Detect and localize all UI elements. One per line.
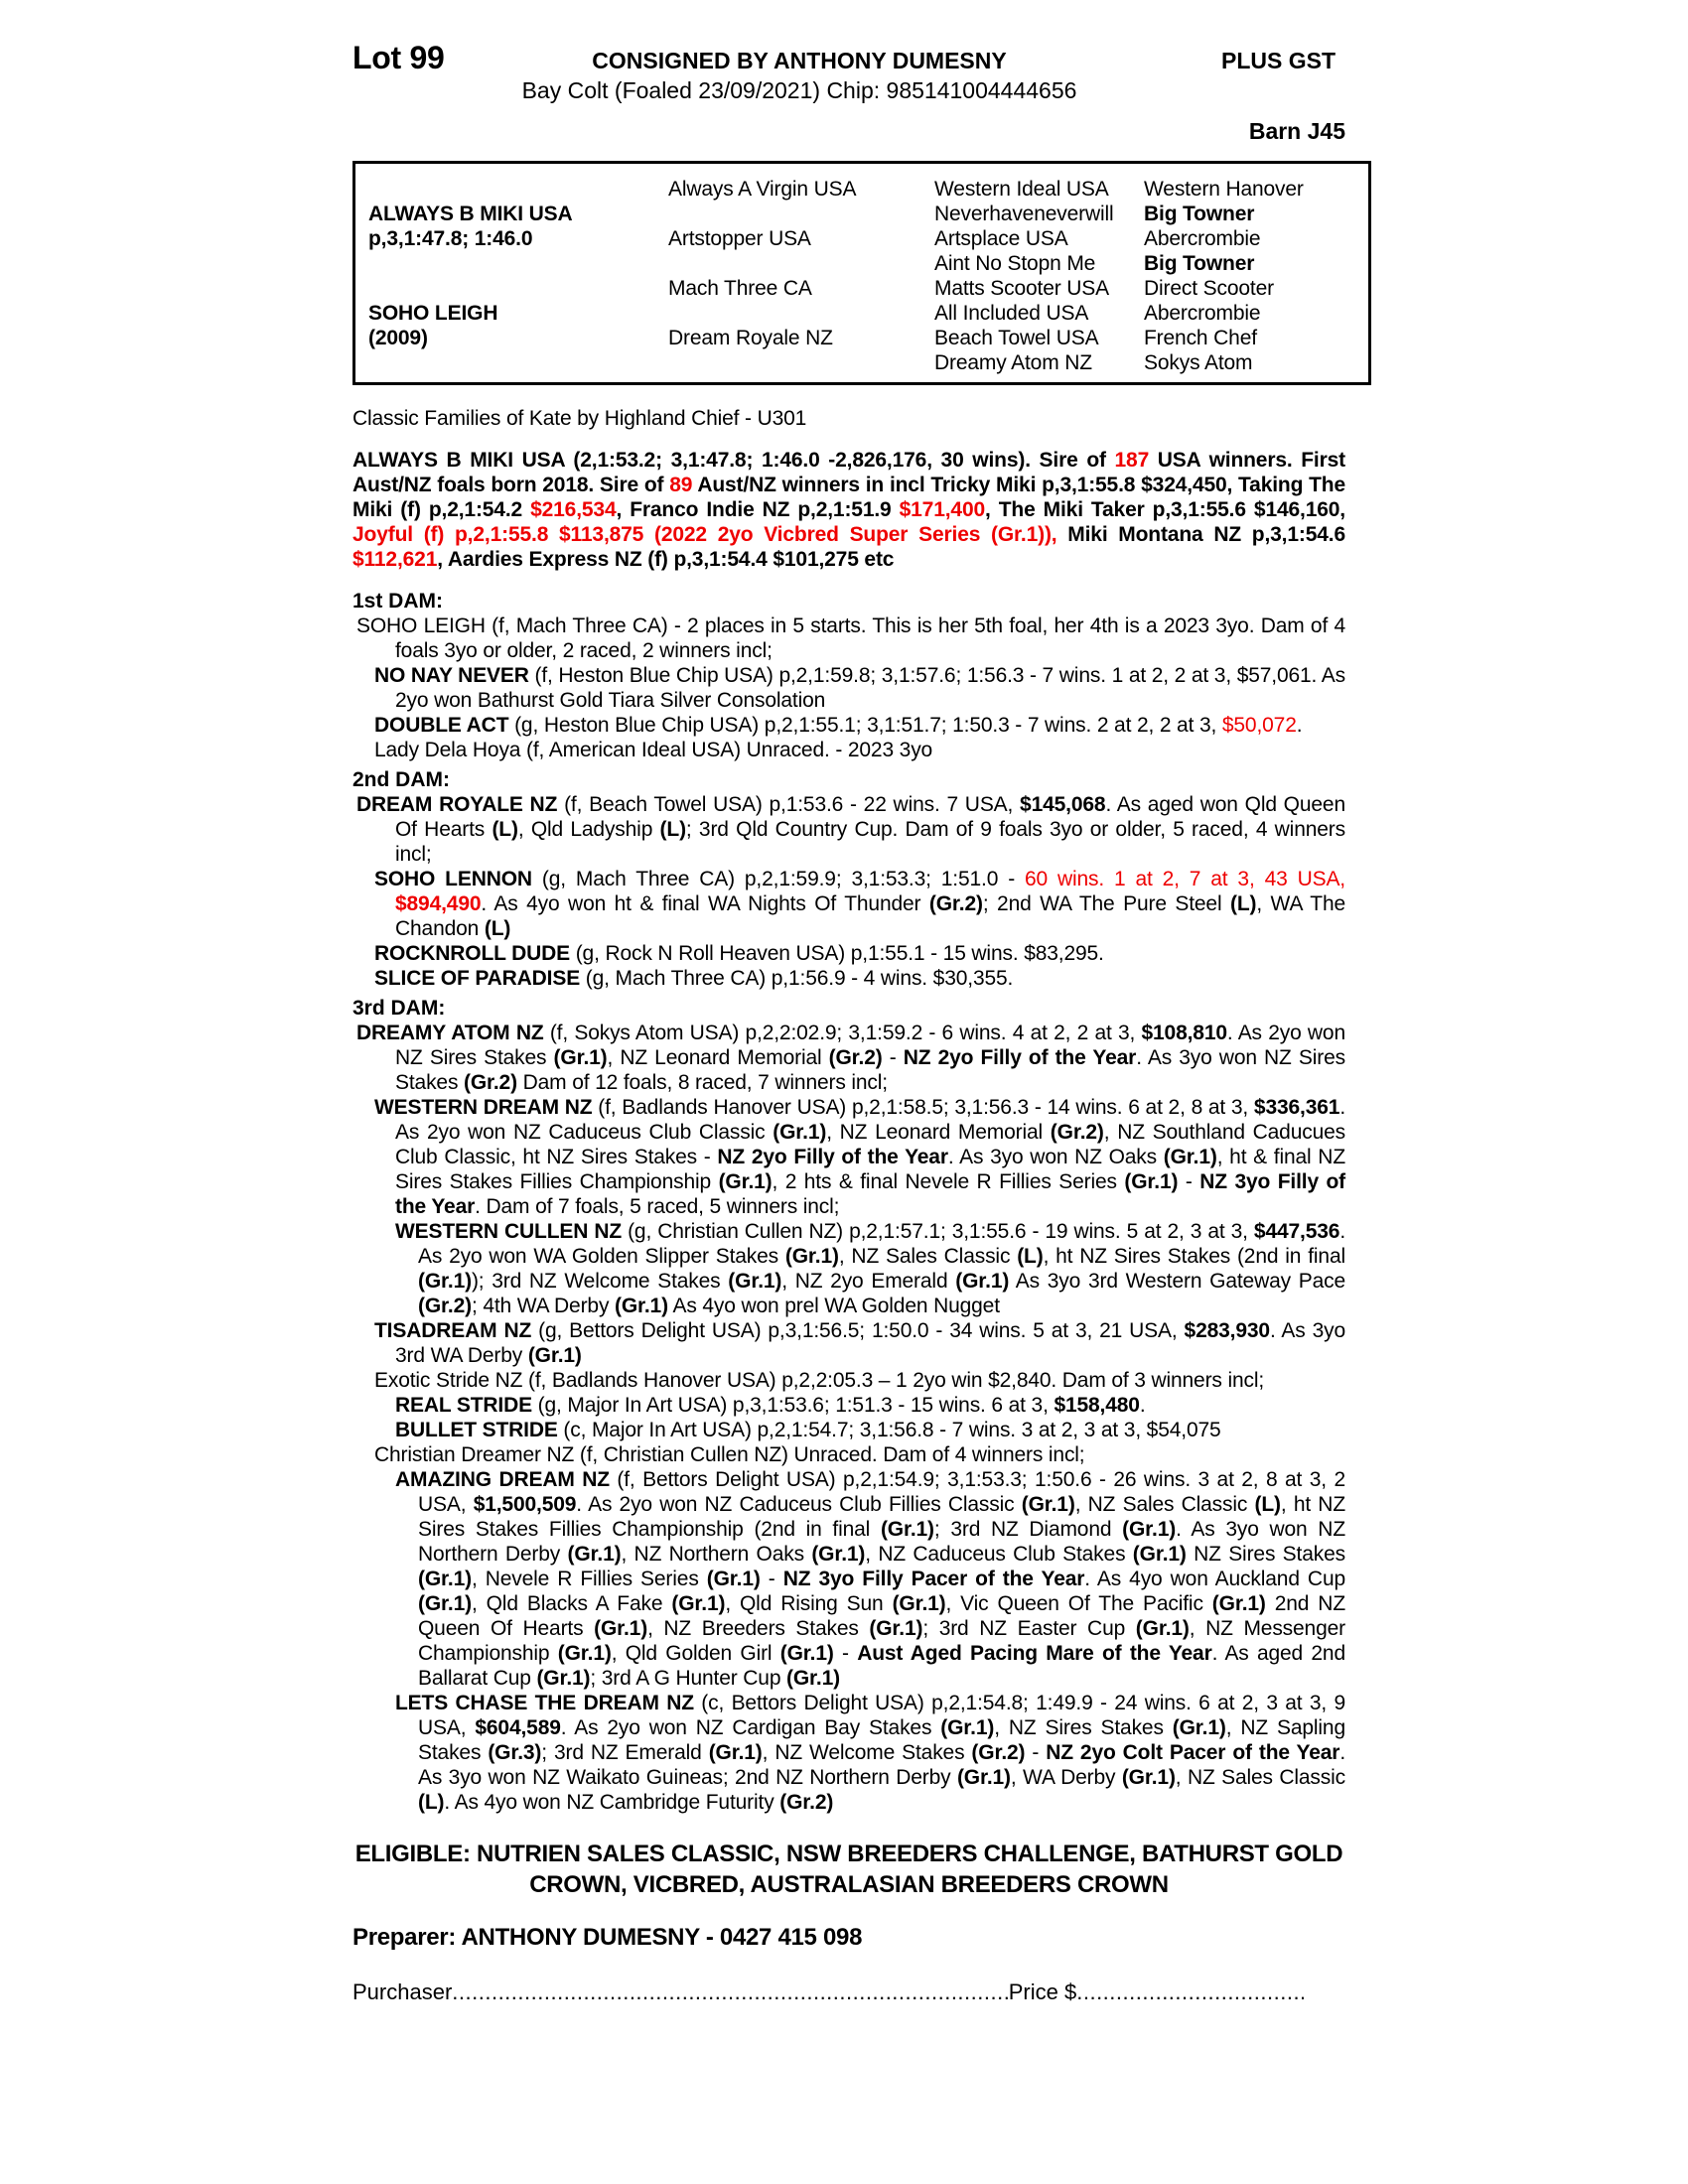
pedigree-cell: Dream Royale NZ <box>668 327 833 349</box>
horse-entry-amazing-dream: AMAZING DREAM NZ (f, Bettors Delight USA… <box>395 1468 1346 1690</box>
pedigree-cell: French Chef <box>1144 327 1257 349</box>
pedigree-cell: Western Ideal USA <box>934 178 1109 201</box>
pedigree-cell: Abercrombie <box>1144 302 1261 325</box>
horse-entry-lady-dela-hoya: Lady Dela Hoya (f, American Ideal USA) U… <box>374 739 933 761</box>
consignor-line: CONSIGNED BY ANTHONY DUMESNY <box>592 48 1007 73</box>
foaling-info: Bay Colt (Foaled 23/09/2021) Chip: 98514… <box>521 77 1077 103</box>
purchaser-label: Purchaser <box>352 1979 453 2004</box>
page-header: Lot 99 CONSIGNED BY ANTHONY DUMESNY PLUS… <box>352 40 1345 77</box>
price-label: Price $ <box>1008 1979 1077 2004</box>
horse-entry-lets-chase-the-dream: LETS CHASE THE DREAM NZ (c, Bettors Deli… <box>395 1692 1345 1814</box>
pedigree-cell: (2009) <box>368 327 428 349</box>
classic-families-line: Classic Families of Kate by Highland Chi… <box>352 407 807 430</box>
preparer-line: Preparer: ANTHONY DUMESNY - 0427 415 098 <box>352 1924 863 1951</box>
pedigree-cell: Mach Three CA <box>668 277 812 300</box>
horse-entry-western-dream: WESTERN DREAM NZ (f, Badlands Hanover US… <box>374 1096 1346 1218</box>
pedigree-cell: p,3,1:47.8; 1:46.0 <box>368 227 533 250</box>
pedigree-cell: Big Towner <box>1144 252 1255 275</box>
horse-entry-dreamy-atom: DREAMY ATOM NZ (f, Sokys Atom USA) p,2,2… <box>356 1022 1345 1094</box>
gst-note: PLUS GST <box>1220 48 1336 73</box>
horse-entry-western-cullen: WESTERN CULLEN NZ (g, Christian Cullen N… <box>395 1220 1345 1317</box>
pedigree-cell: Big Towner <box>1144 203 1255 225</box>
third-dam-section: 3rd DAM: DREAMY ATOM NZ (f, Sokys Atom U… <box>352 996 1345 1815</box>
page-content: Lot 99 CONSIGNED BY ANTHONY DUMESNY PLUS… <box>352 0 1371 2005</box>
second-dam-section: 2nd DAM: DREAM ROYALE NZ (f, Beach Towel… <box>352 767 1345 991</box>
pedigree-cell: Matts Scooter USA <box>934 277 1110 300</box>
pedigree-cell: Aint No Stopn Me <box>934 252 1096 275</box>
pedigree-cell: Beach Towel USA <box>934 327 1099 349</box>
purchaser-price-line: Purchaser...............................… <box>352 1979 1304 2005</box>
horse-entry-tisadream: TISADREAM NZ (g, Bettors Delight USA) p,… <box>374 1319 1346 1367</box>
pedigree-cell: Artsplace USA <box>934 227 1068 250</box>
barn-number: Barn J45 <box>1248 118 1345 144</box>
sire-summary: ALWAYS B MIKI USA (2,1:53.2; 3,1:47.8; 1… <box>352 449 1345 571</box>
eligibility-note: ELIGIBLE: NUTRIEN SALES CLASSIC, NSW BRE… <box>354 1841 1343 1898</box>
horse-entry-soho-leigh: SOHO LEIGH (f, Mach Three CA) - 2 places… <box>356 614 1345 662</box>
pedigree-cell: All Included USA <box>934 302 1089 325</box>
horse-entry-double-act: DOUBLE ACT (g, Heston Blue Chip USA) p,2… <box>374 714 1303 737</box>
purchaser-blank: ........................................… <box>452 1979 1008 2004</box>
horse-entry-soho-lennon: SOHO LENNON (g, Mach Three CA) p,2,1:59.… <box>374 868 1346 940</box>
pedigree-cell: Always A Virgin USA <box>668 178 857 201</box>
horse-entry-bullet-stride: BULLET STRIDE (c, Major In Art USA) p,2,… <box>395 1419 1221 1441</box>
horse-entry-dream-royale: DREAM ROYALE NZ (f, Beach Towel USA) p,1… <box>356 793 1345 866</box>
pedigree-table: ALWAYS B MIKI USA p,3,1:47.8; 1:46.0 SOHO … <box>352 161 1371 385</box>
first-dam-heading: 1st DAM: <box>352 590 444 613</box>
pedigree-cell: Dreamy Atom NZ <box>934 351 1092 374</box>
third-dam-heading: 3rd DAM: <box>352 997 446 1020</box>
horse-entry-rocknroll-dude: ROCKNROLL DUDE (g, Rock N Roll Heaven US… <box>374 942 1104 965</box>
price-blank: ........................................… <box>1076 1979 1304 2004</box>
horse-entry-slice-of-paradise: SLICE OF PARADISE (g, Mach Three CA) p,1… <box>374 967 1014 990</box>
pedigree-cell: Western Hanover <box>1144 178 1304 201</box>
horse-entry-real-stride: REAL STRIDE (g, Major In Art USA) p,3,1:… <box>395 1394 1146 1417</box>
pedigree-cell: Sokys Atom <box>1144 351 1253 374</box>
lot-number: Lot 99 <box>352 40 445 75</box>
horse-entry-exotic-stride: Exotic Stride NZ (f, Badlands Hanover US… <box>374 1369 1265 1392</box>
horse-entry-christian-dreamer: Christian Dreamer NZ (f, Christian Culle… <box>374 1443 1085 1466</box>
pedigree-cell: Direct Scooter <box>1144 277 1274 300</box>
pedigree-cell: SOHO LEIGH <box>368 302 498 325</box>
second-dam-heading: 2nd DAM: <box>352 768 450 791</box>
pedigree-cell: ALWAYS B MIKI USA <box>368 203 573 225</box>
pedigree-cell: Artstopper USA <box>668 227 811 250</box>
horse-entry-no-nay-never: NO NAY NEVER (f, Heston Blue Chip USA) p… <box>374 664 1345 712</box>
pedigree-cell: Abercrombie <box>1144 227 1261 250</box>
first-dam-section: 1st DAM: SOHO LEIGH (f, Mach Three CA) -… <box>352 589 1345 762</box>
pedigree-cell: Neverhaveneverwill <box>934 203 1114 225</box>
